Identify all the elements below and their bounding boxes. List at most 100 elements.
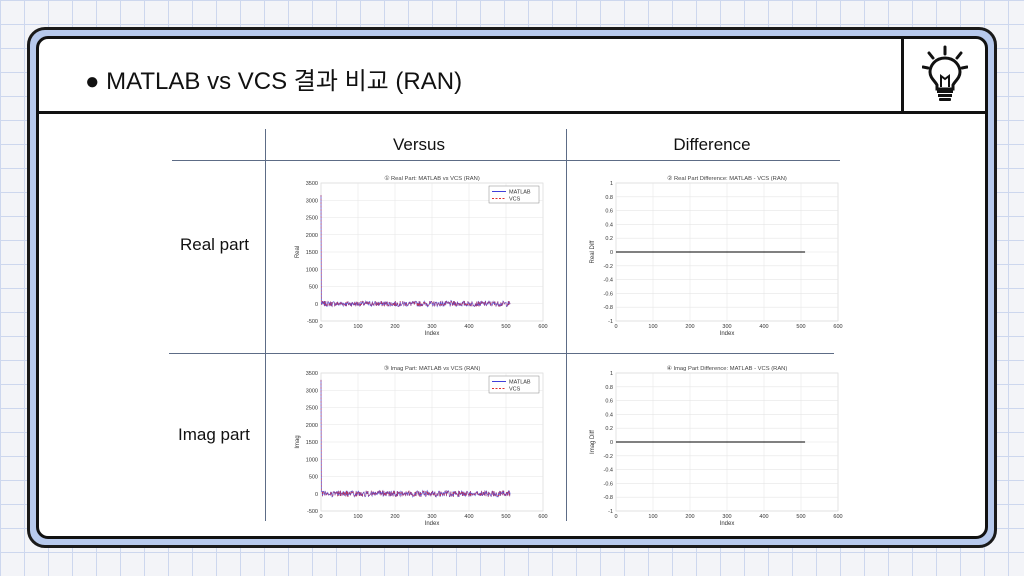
legend-label: MATLAB bbox=[509, 380, 531, 386]
y-tick-label: -1 bbox=[608, 509, 613, 515]
y-tick-label: 0.6 bbox=[605, 209, 613, 215]
y-tick-label: -0.2 bbox=[604, 264, 613, 270]
x-tick-label: 0 bbox=[319, 324, 322, 330]
x-tick-label: 0 bbox=[319, 514, 322, 520]
y-tick-label: 0 bbox=[315, 492, 318, 498]
y-axis-label: Real Diff bbox=[590, 240, 596, 263]
chart-imag-versus: 0 100 200 300 400 500 600 -500 0 500 1000 1500 2000 2… bbox=[289, 357, 549, 529]
y-tick-label: 1500 bbox=[306, 250, 318, 256]
table-divider-vertical-2 bbox=[566, 129, 567, 521]
x-tick-label: 200 bbox=[390, 324, 399, 330]
icon-box bbox=[901, 39, 985, 111]
y-tick-label: 0 bbox=[315, 302, 318, 308]
y-tick-label: 2000 bbox=[306, 423, 318, 429]
legend-box bbox=[488, 185, 540, 204]
x-tick-label: 500 bbox=[501, 324, 510, 330]
x-tick-label: 200 bbox=[685, 324, 694, 330]
x-axis-label: Index bbox=[425, 521, 440, 527]
y-tick-label: -1 bbox=[608, 319, 613, 325]
y-tick-label: 500 bbox=[309, 285, 318, 291]
table-divider-row bbox=[169, 353, 834, 354]
chart-imag-difference: 0 100 200 300 400 500 600 -1 -0.8 -0.6 -0.4 -0.2 0 0.… bbox=[584, 357, 844, 529]
lightbulb-icon bbox=[922, 45, 968, 101]
column-header-difference: Difference bbox=[673, 135, 751, 154]
x-tick-label: 400 bbox=[464, 324, 473, 330]
row-header-real: Real part bbox=[180, 235, 249, 254]
y-tick-label: 0.4 bbox=[605, 412, 613, 418]
x-tick-label: 100 bbox=[353, 514, 362, 520]
y-tick-label: -0.6 bbox=[604, 481, 613, 487]
y-tick-label: 3500 bbox=[306, 181, 318, 187]
y-tick-label: -0.4 bbox=[604, 278, 613, 284]
y-axis-label: Real bbox=[295, 246, 301, 258]
y-tick-label: -500 bbox=[307, 319, 318, 325]
x-tick-label: 0 bbox=[614, 324, 617, 330]
y-axis-label: Imag Diff bbox=[590, 430, 596, 454]
chart-real-versus: 0 100 200 300 400 500 600 -500 0 500 1000 1500 2000 2… bbox=[289, 167, 549, 339]
y-tick-label: 0 bbox=[610, 250, 613, 256]
y-tick-label: -0.8 bbox=[604, 305, 613, 311]
x-axis-label: Index bbox=[425, 331, 440, 337]
y-tick-label: 0.6 bbox=[605, 399, 613, 405]
y-tick-label: 1000 bbox=[306, 457, 318, 463]
x-tick-label: 400 bbox=[464, 514, 473, 520]
y-tick-label: 0.8 bbox=[605, 385, 613, 391]
y-axis-label: Imag bbox=[295, 435, 301, 448]
chart-title: ③ Imag Part: MATLAB vs VCS (RAN) bbox=[384, 365, 481, 372]
x-tick-label: 200 bbox=[685, 514, 694, 520]
y-tick-label: 2000 bbox=[306, 233, 318, 239]
y-tick-label: -0.8 bbox=[604, 495, 613, 501]
x-tick-label: 500 bbox=[796, 324, 805, 330]
y-tick-label: 2500 bbox=[306, 406, 318, 412]
y-tick-label: -0.4 bbox=[604, 468, 613, 474]
title-bar: ● MATLAB vs VCS 결과 비교 (RAN) bbox=[39, 39, 985, 114]
y-tick-label: 0.8 bbox=[605, 195, 613, 201]
x-tick-label: 300 bbox=[427, 514, 436, 520]
y-tick-label: 1000 bbox=[306, 267, 318, 273]
x-tick-label: 100 bbox=[353, 324, 362, 330]
x-axis-label: Index bbox=[720, 521, 735, 527]
y-tick-label: -0.2 bbox=[604, 454, 613, 460]
y-tick-label: 0.2 bbox=[605, 236, 613, 242]
series-line-vcs bbox=[320, 379, 511, 498]
slide-title: ● MATLAB vs VCS 결과 비교 (RAN) bbox=[85, 68, 463, 95]
legend-label: VCS bbox=[509, 387, 521, 393]
x-tick-label: 600 bbox=[833, 514, 842, 520]
x-tick-label: 600 bbox=[538, 324, 547, 330]
chart-title: ② Real Part Difference: MATLAB - VCS (RA… bbox=[667, 175, 787, 182]
x-tick-label: 100 bbox=[648, 514, 657, 520]
chart-real-difference: 0 100 200 300 400 500 600 -1 -0.8 -0.6 -0.4 -0.2 0 0.… bbox=[584, 167, 844, 339]
legend-label: MATLAB bbox=[509, 190, 531, 196]
x-tick-label: 400 bbox=[759, 514, 768, 520]
column-header-versus: Versus bbox=[393, 135, 445, 154]
x-tick-label: 400 bbox=[759, 324, 768, 330]
y-tick-label: 2500 bbox=[306, 216, 318, 222]
x-tick-label: 600 bbox=[833, 324, 842, 330]
chart-title: ① Real Part: MATLAB vs VCS (RAN) bbox=[384, 175, 480, 182]
y-tick-label: 0.4 bbox=[605, 222, 613, 228]
row-header-imag: Imag part bbox=[178, 425, 250, 444]
chart-title: ④ Imag Part Difference: MATLAB - VCS (RA… bbox=[667, 365, 788, 372]
y-tick-label: 3000 bbox=[306, 388, 318, 394]
y-tick-label: 1 bbox=[610, 181, 613, 187]
y-tick-label: -0.6 bbox=[604, 291, 613, 297]
x-tick-label: 500 bbox=[501, 514, 510, 520]
y-tick-label: 500 bbox=[309, 475, 318, 481]
y-tick-label: 1 bbox=[610, 371, 613, 377]
x-tick-label: 600 bbox=[538, 514, 547, 520]
y-tick-label: -500 bbox=[307, 509, 318, 515]
slide: ● MATLAB vs VCS 결과 비교 (RAN) Versus Diffe… bbox=[36, 36, 988, 539]
x-tick-label: 200 bbox=[390, 514, 399, 520]
x-tick-label: 300 bbox=[722, 324, 731, 330]
x-tick-label: 300 bbox=[722, 514, 731, 520]
y-tick-label: 0.2 bbox=[605, 426, 613, 432]
y-tick-label: 0 bbox=[610, 440, 613, 446]
legend-label: VCS bbox=[509, 197, 521, 203]
series-line-vcs bbox=[320, 195, 511, 308]
y-tick-label: 3500 bbox=[306, 371, 318, 377]
table-divider-vertical-1 bbox=[265, 129, 266, 521]
legend-box bbox=[488, 375, 540, 394]
y-tick-label: 1500 bbox=[306, 440, 318, 446]
x-axis-label: Index bbox=[720, 331, 735, 337]
x-tick-label: 0 bbox=[614, 514, 617, 520]
